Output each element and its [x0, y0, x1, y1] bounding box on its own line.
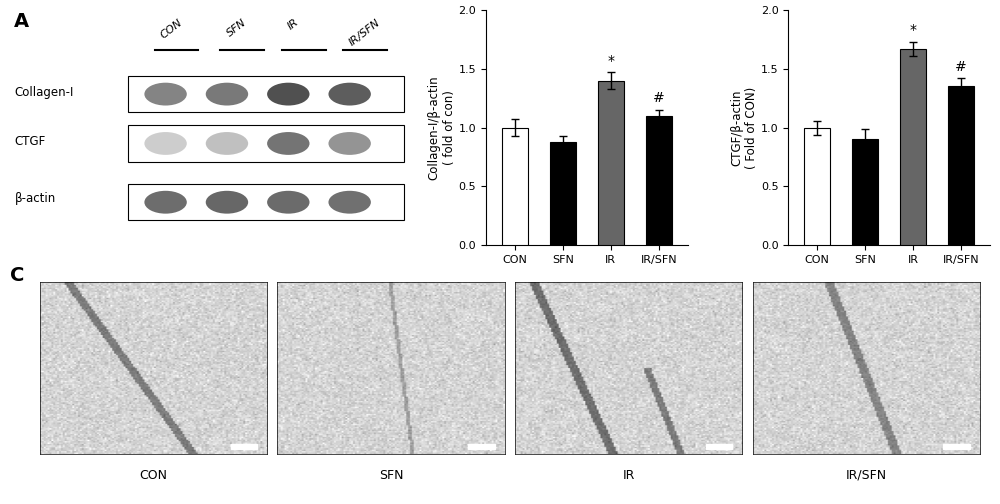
- FancyBboxPatch shape: [128, 125, 404, 162]
- Bar: [943, 445, 970, 449]
- Ellipse shape: [206, 132, 248, 155]
- Text: CON: CON: [159, 17, 185, 40]
- Text: IR: IR: [623, 469, 635, 482]
- Text: #: #: [653, 91, 665, 105]
- Text: #: #: [955, 59, 967, 74]
- Text: IR/SFN: IR/SFN: [347, 17, 382, 47]
- Bar: [550, 142, 576, 245]
- Ellipse shape: [328, 132, 371, 155]
- Text: IR/SFN: IR/SFN: [846, 469, 887, 482]
- Ellipse shape: [206, 83, 248, 105]
- Ellipse shape: [267, 132, 310, 155]
- Text: IR: IR: [286, 17, 301, 32]
- Bar: [502, 128, 528, 245]
- Text: CON: CON: [140, 469, 168, 482]
- Bar: [852, 139, 878, 245]
- Y-axis label: Collagen-I/β-actin
( fold of con): Collagen-I/β-actin ( fold of con): [428, 75, 456, 180]
- Text: β-actin: β-actin: [14, 192, 56, 205]
- Text: A: A: [14, 13, 30, 31]
- Text: *: *: [607, 53, 614, 68]
- Bar: [231, 445, 257, 449]
- Bar: [900, 49, 926, 245]
- Y-axis label: CTGF/β-actin
( Fold of CON): CTGF/β-actin ( Fold of CON): [730, 87, 758, 169]
- Ellipse shape: [267, 191, 310, 214]
- Ellipse shape: [206, 191, 248, 214]
- Text: CTGF: CTGF: [14, 135, 46, 148]
- Ellipse shape: [144, 132, 187, 155]
- Text: SFN: SFN: [225, 17, 248, 38]
- Text: C: C: [10, 266, 24, 285]
- Bar: [804, 128, 830, 245]
- Ellipse shape: [328, 83, 371, 105]
- Ellipse shape: [267, 83, 310, 105]
- FancyBboxPatch shape: [128, 184, 404, 220]
- Bar: [468, 445, 495, 449]
- Text: *: *: [910, 23, 917, 37]
- FancyBboxPatch shape: [128, 76, 404, 112]
- Bar: [948, 87, 974, 245]
- Bar: [706, 445, 732, 449]
- Ellipse shape: [328, 191, 371, 214]
- Text: B: B: [486, 13, 501, 31]
- Ellipse shape: [144, 83, 187, 105]
- Bar: [646, 116, 672, 245]
- Text: Collagen-I: Collagen-I: [14, 86, 74, 99]
- Text: SFN: SFN: [379, 469, 404, 482]
- Ellipse shape: [144, 191, 187, 214]
- Bar: [598, 81, 624, 245]
